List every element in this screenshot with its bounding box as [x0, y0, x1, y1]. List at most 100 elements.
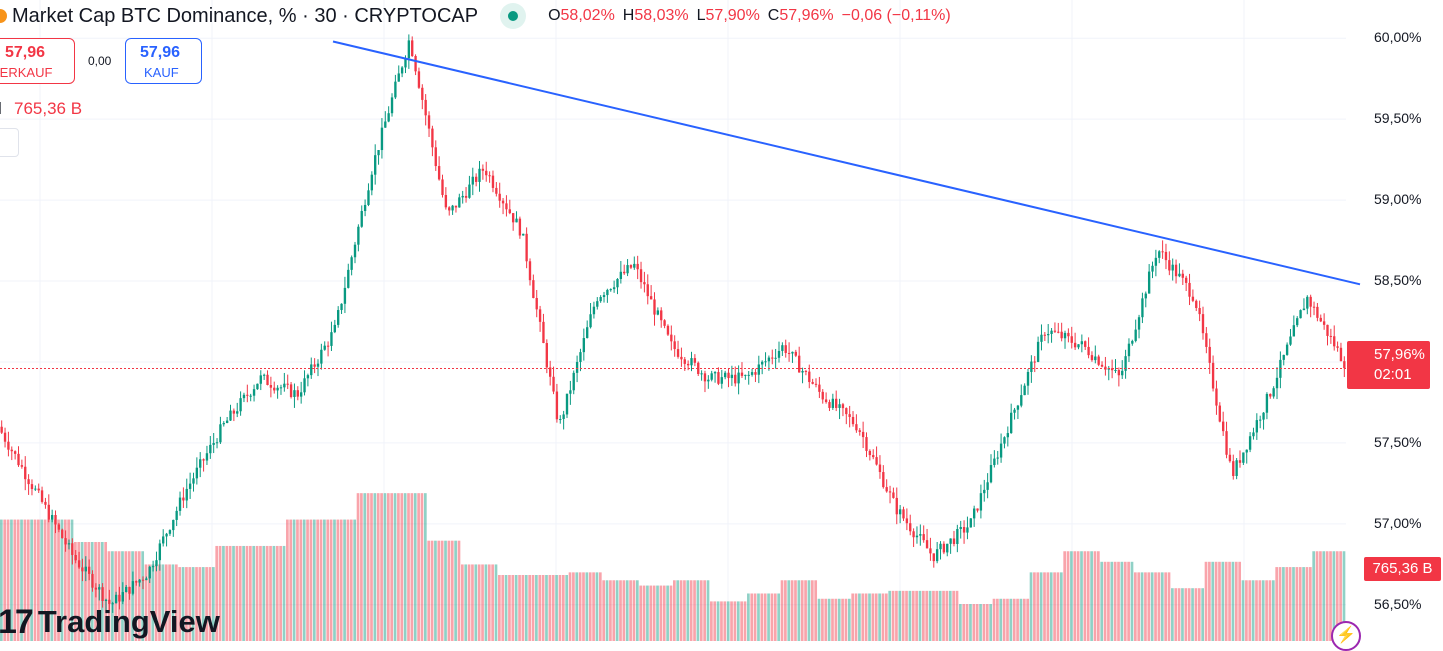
- candle-body: [81, 567, 84, 572]
- volume-bar: [1174, 588, 1178, 641]
- candle-body: [831, 398, 835, 408]
- candle-body: [653, 299, 656, 315]
- volume-bar: [1110, 561, 1114, 641]
- volume-bar: [605, 580, 609, 641]
- price-axis-label: 59,00%: [1374, 191, 1422, 208]
- candle-body: [367, 190, 370, 205]
- candle-body: [1228, 454, 1232, 462]
- trendline[interactable]: [332, 40, 1361, 286]
- volume-bar: [1335, 551, 1339, 641]
- volume-bar: [47, 519, 50, 641]
- volume-bar: [683, 580, 686, 641]
- volume-bar: [467, 564, 471, 641]
- volume-bar: [461, 564, 464, 641]
- candle-body: [515, 218, 518, 223]
- candle-body: [1057, 331, 1060, 333]
- candle-body: [485, 170, 488, 176]
- volume-bar: [208, 567, 212, 641]
- candle-body: [232, 410, 236, 414]
- volume-bar: [1255, 580, 1258, 641]
- sell-button[interactable]: 57,96 VERKAUF: [0, 38, 75, 84]
- candle-body: [1296, 318, 1299, 326]
- candle-body: [458, 197, 461, 208]
- candle-body: [1100, 364, 1104, 367]
- candle-body: [1161, 251, 1164, 253]
- candle-body: [279, 387, 283, 389]
- volume-bar: [1208, 561, 1211, 641]
- sell-price: 57,96: [5, 44, 46, 61]
- candle-body: [882, 472, 885, 488]
- candle-body: [545, 343, 548, 368]
- candle-body: [1097, 356, 1100, 365]
- candle-body: [236, 411, 239, 414]
- volume-bar: [784, 580, 787, 641]
- volume-bar: [1157, 572, 1161, 641]
- volume-bar: [1066, 551, 1070, 641]
- lightning-icon[interactable]: ⚡: [1331, 621, 1361, 651]
- volume-bar: [807, 580, 811, 641]
- candle-body: [1322, 321, 1326, 325]
- volume-bar: [999, 598, 1003, 641]
- volume-bar: [925, 590, 929, 641]
- buy-button[interactable]: 57,96 KAUF: [125, 38, 202, 84]
- collapse-legend-button[interactable]: ^: [0, 128, 19, 157]
- volume-bar: [942, 590, 945, 641]
- candle-body: [767, 357, 771, 362]
- candle-body: [185, 488, 188, 501]
- candle-body: [158, 543, 162, 561]
- volume-bar: [541, 575, 545, 641]
- volume-bar: [26, 519, 30, 641]
- candle-body: [623, 271, 626, 274]
- candle-body: [579, 352, 582, 362]
- volume-bar: [360, 493, 363, 641]
- volume-bar: [457, 540, 461, 641]
- volume-bar: [1197, 588, 1201, 641]
- candle-body: [323, 345, 326, 350]
- volume-bar: [286, 519, 289, 641]
- candle-body: [824, 399, 828, 403]
- candle-body: [1232, 461, 1235, 476]
- candle-body: [1137, 317, 1141, 330]
- candle-body: [1238, 460, 1242, 463]
- candle-body: [1339, 347, 1343, 362]
- candle-body: [448, 207, 451, 211]
- candle-body: [1292, 325, 1296, 337]
- symbol-title[interactable]: Market Cap BTC Dominance, % · 30 · CRYPT…: [12, 4, 479, 27]
- bitcoin-icon: [0, 9, 7, 23]
- volume-bar: [1056, 572, 1060, 641]
- ohlc-low-key: L: [696, 7, 706, 24]
- candle-body: [1090, 355, 1094, 361]
- volume-bar: [279, 545, 282, 641]
- candle-body: [983, 489, 986, 494]
- volume-bar: [1231, 561, 1235, 641]
- volume-bar: [1342, 551, 1346, 641]
- candle-body: [77, 560, 81, 568]
- candle-body: [848, 414, 851, 417]
- candle-body: [1289, 336, 1292, 345]
- tradingview-logo[interactable]: 17 TradingView: [0, 603, 220, 641]
- candle-body: [259, 375, 262, 384]
- volume-bar: [827, 598, 831, 641]
- candle-body: [586, 327, 589, 339]
- volume-bar: [423, 493, 427, 641]
- volume-bar: [1043, 572, 1046, 641]
- volume-bar: [1053, 572, 1056, 641]
- volume-bar: [777, 593, 781, 641]
- candle-body: [135, 581, 138, 583]
- candle-body: [683, 359, 686, 364]
- candle-body: [700, 373, 703, 375]
- volume-bar: [969, 604, 972, 641]
- volume-bar: [790, 580, 794, 641]
- candle-body: [1164, 251, 1168, 261]
- volume-bar: [1181, 588, 1184, 641]
- price-axis-label: 59,50%: [1374, 110, 1422, 127]
- candle-body: [1077, 344, 1080, 348]
- candle-body: [397, 73, 400, 82]
- volume-bar: [891, 590, 895, 641]
- volume-bar: [1248, 580, 1252, 641]
- candle-body: [1036, 341, 1040, 362]
- volume-bar: [511, 575, 515, 641]
- volume-bar: [602, 580, 606, 641]
- candle-body: [1184, 277, 1188, 283]
